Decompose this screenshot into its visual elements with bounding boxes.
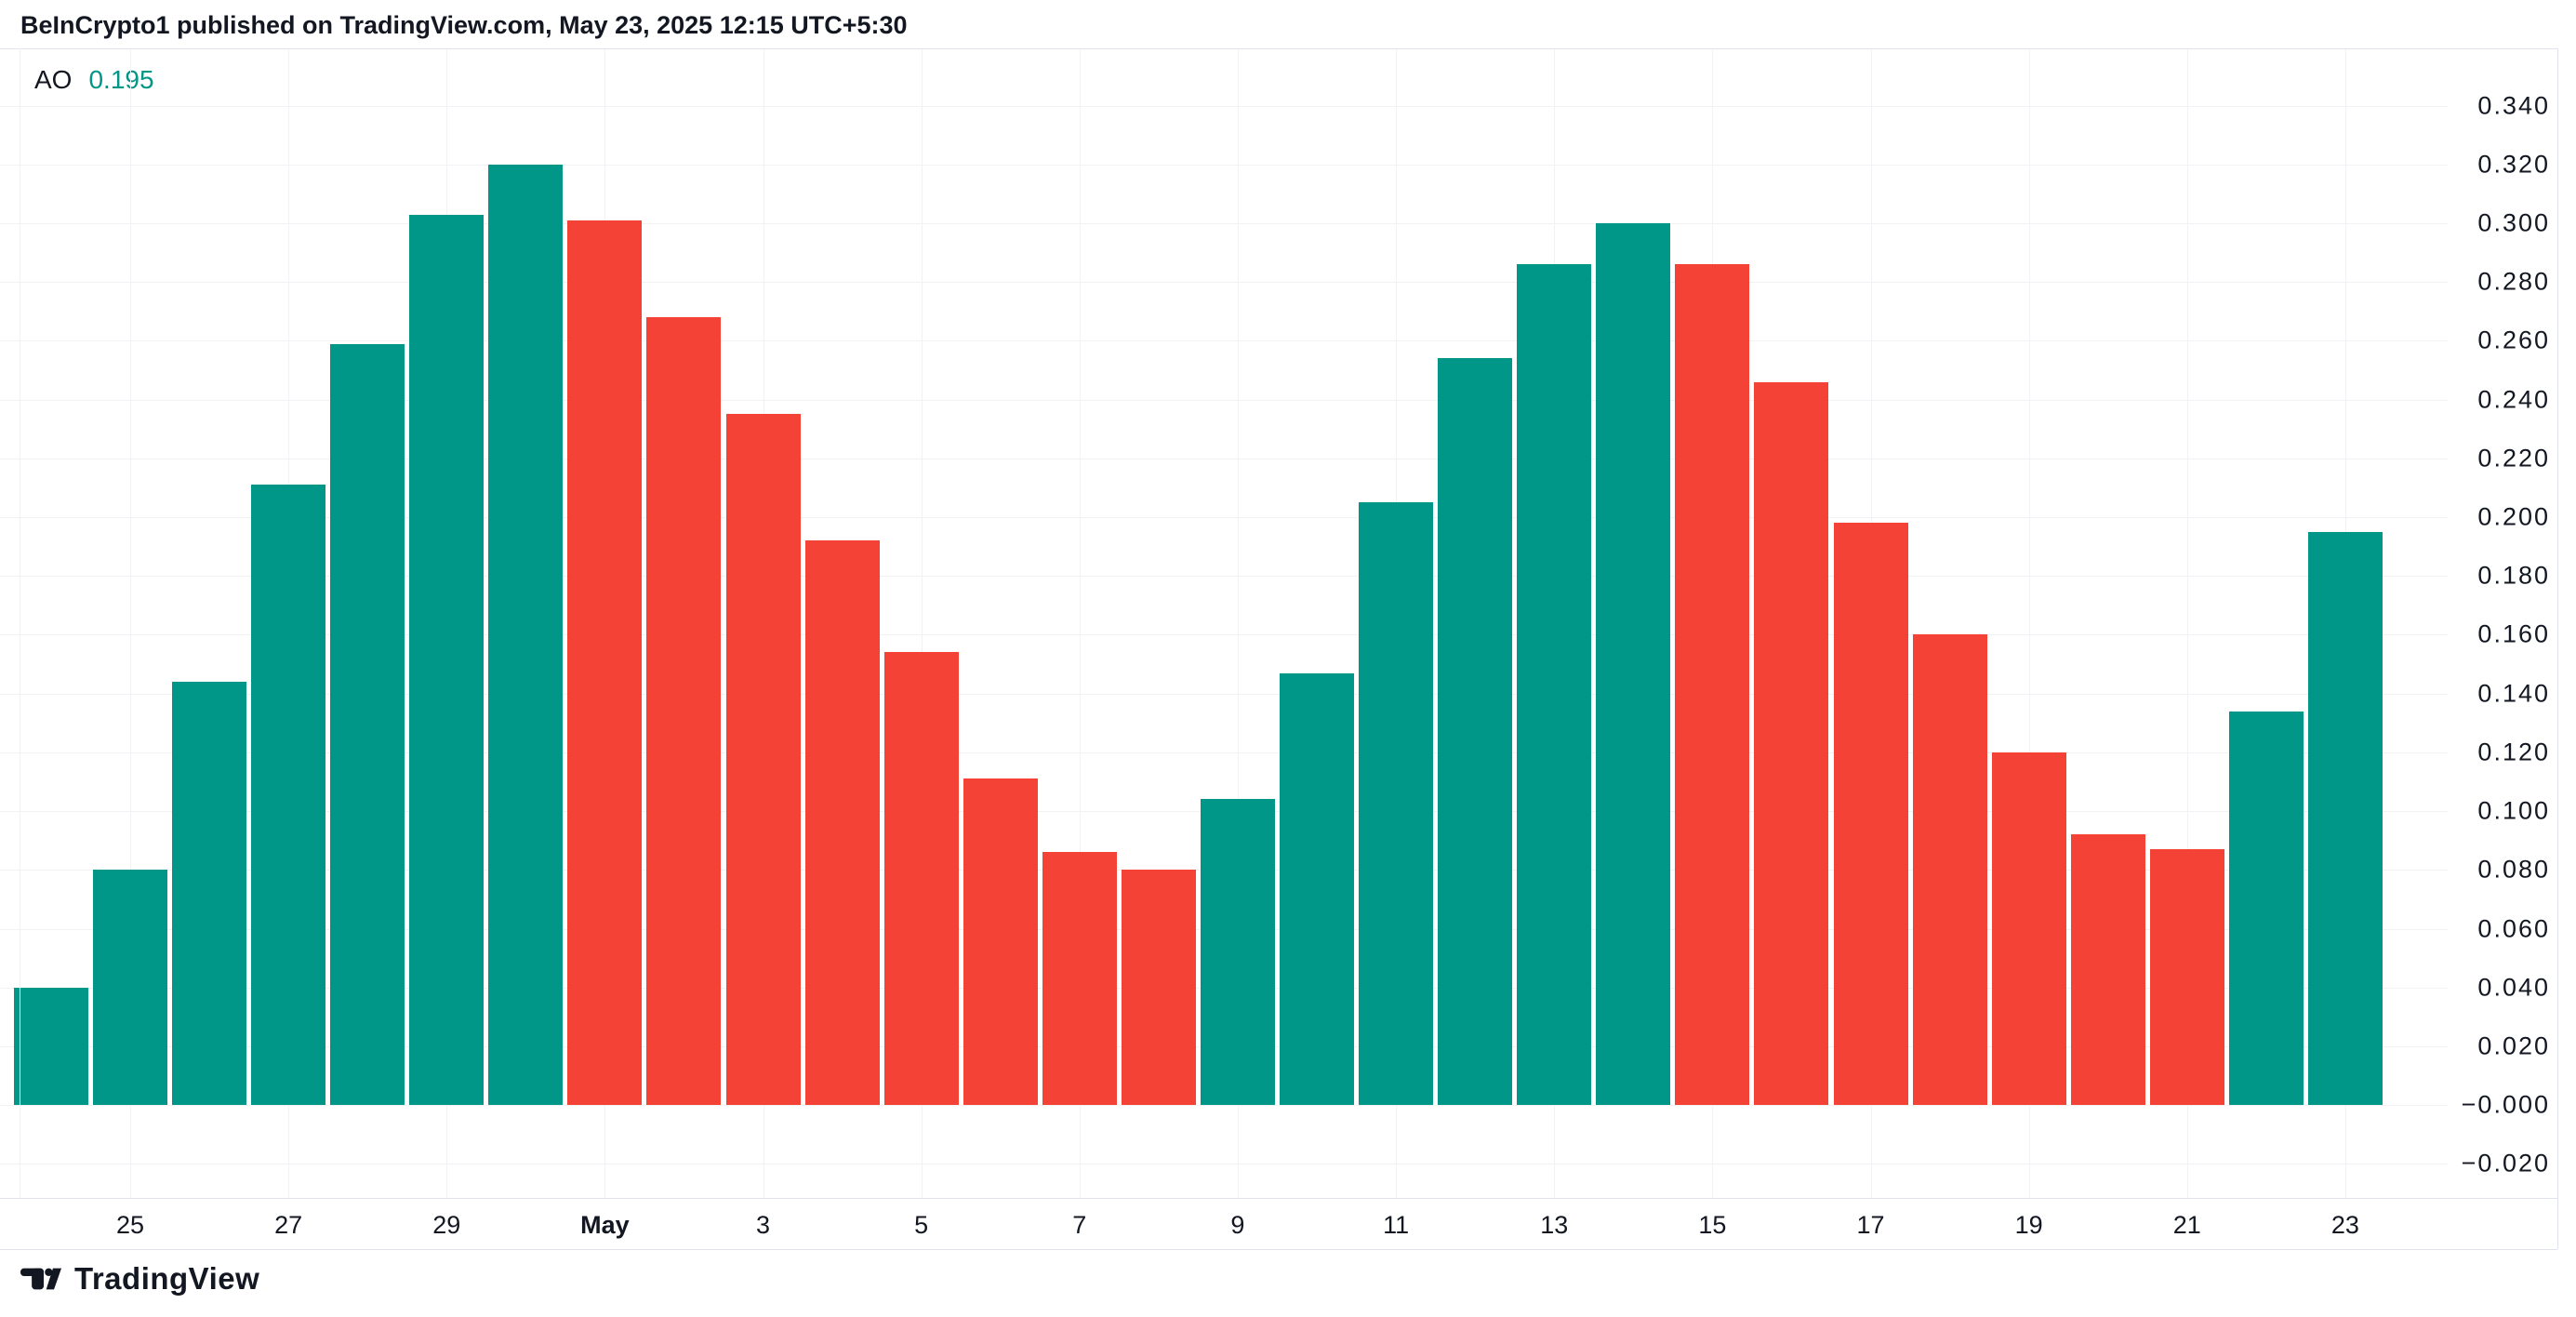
ao-histogram-bar <box>1438 358 1513 1106</box>
chart-bottom-border <box>0 1249 2557 1250</box>
ao-histogram-bar <box>1121 870 1196 1106</box>
time-axis-label: 13 <box>1540 1211 1569 1239</box>
ao-histogram-bar <box>13 987 88 1106</box>
price-axis-label: 0.160 <box>2477 619 2550 648</box>
ao-histogram-bar <box>725 414 801 1106</box>
time-axis-label: 9 <box>1230 1211 1245 1239</box>
time-axis-label: 29 <box>432 1211 461 1239</box>
time-axis-label: 7 <box>1072 1211 1087 1239</box>
indicator-legend: AO 0.195 <box>34 65 154 95</box>
indicator-value: 0.195 <box>88 65 154 94</box>
horizontal-gridline <box>0 752 2448 753</box>
price-axis-label: 0.340 <box>2477 91 2550 120</box>
price-axis-label: 0.100 <box>2477 796 2550 825</box>
vertical-gridline <box>2028 48 2030 1198</box>
horizontal-gridline <box>0 223 2448 225</box>
vertical-gridline <box>921 48 923 1198</box>
ao-histogram-bar <box>1200 799 1275 1106</box>
ao-histogram-bar <box>2070 834 2145 1106</box>
price-axis-label: 0.200 <box>2477 502 2550 531</box>
chart-top-border <box>0 48 2557 49</box>
ao-histogram-bar <box>409 214 485 1106</box>
horizontal-gridline <box>0 693 2448 695</box>
price-axis-label: 0.120 <box>2477 738 2550 766</box>
ao-histogram-bar <box>2307 531 2383 1106</box>
time-axis-label: 3 <box>756 1211 771 1239</box>
ao-histogram-bar <box>1991 752 2066 1106</box>
time-axis-label: 17 <box>1856 1211 1885 1239</box>
ao-histogram-bar <box>1833 523 1908 1106</box>
horizontal-gridline <box>0 340 2448 342</box>
price-axis-label: 0.020 <box>2477 1031 2550 1060</box>
ao-histogram-bar <box>1517 264 1592 1106</box>
price-axis-label: 0.220 <box>2477 444 2550 472</box>
indicator-name: AO <box>34 65 73 94</box>
ao-histogram-bar <box>963 778 1038 1106</box>
time-axis-label: 19 <box>2014 1211 2043 1239</box>
ao-histogram-bar <box>330 343 405 1106</box>
price-axis-label: 0.240 <box>2477 385 2550 414</box>
ao-histogram-bar <box>172 682 247 1106</box>
horizontal-gridline <box>0 576 2448 578</box>
price-axis-label: 0.320 <box>2477 150 2550 179</box>
time-axis-label: 25 <box>115 1211 144 1239</box>
price-axis-label: 0.040 <box>2477 973 2550 1002</box>
horizontal-gridline <box>0 517 2448 519</box>
time-axis-label: May <box>580 1211 630 1239</box>
horizontal-gridline <box>0 164 2448 166</box>
ao-histogram-bar <box>488 164 564 1106</box>
ao-histogram-bar <box>804 540 880 1106</box>
tradingview-logo[interactable]: TradingView <box>20 1261 259 1297</box>
horizontal-gridline <box>0 399 2448 401</box>
price-axis-label: 0.180 <box>2477 561 2550 590</box>
vertical-gridline <box>1237 48 1239 1198</box>
price-axis-label: 0.300 <box>2477 208 2550 237</box>
time-axis-label: 11 <box>1383 1211 1410 1239</box>
tradingview-logo-icon <box>20 1268 61 1290</box>
ao-histogram-bar <box>1675 264 1750 1106</box>
time-axis-label: 23 <box>2330 1211 2359 1239</box>
price-axis-label: 0.260 <box>2477 326 2550 354</box>
ao-histogram-bar <box>1754 381 1829 1106</box>
vertical-gridline <box>129 48 131 1198</box>
ao-histogram-bar <box>1042 852 1117 1106</box>
price-axis-label: −0.020 <box>2461 1149 2550 1177</box>
price-axis-label: 0.080 <box>2477 855 2550 884</box>
horizontal-gridline <box>0 282 2448 284</box>
price-axis-label: 0.280 <box>2477 267 2550 296</box>
price-axis-label: 0.140 <box>2477 679 2550 708</box>
price-axis-label: −0.000 <box>2461 1090 2550 1119</box>
price-axis-label: 0.060 <box>2477 914 2550 942</box>
ao-histogram-bar <box>1359 502 1434 1106</box>
ao-histogram-bar <box>2149 849 2224 1106</box>
vertical-gridline <box>2186 48 2188 1198</box>
ao-histogram-bar <box>251 485 326 1106</box>
pane-axis-separator <box>0 1198 2557 1199</box>
time-axis-label: 15 <box>1698 1211 1727 1239</box>
time-axis-label: 21 <box>2172 1211 2201 1239</box>
chart-right-border <box>2557 48 2558 1249</box>
ao-histogram-bar <box>1596 223 1671 1106</box>
ao-histogram-bar <box>1912 634 1987 1106</box>
ao-histogram-bar <box>883 652 959 1106</box>
ao-histogram-bar <box>646 317 722 1106</box>
ao-histogram-bar <box>1280 672 1355 1106</box>
tradingview-logo-text: TradingView <box>74 1261 260 1296</box>
time-axis-label: 27 <box>274 1211 303 1239</box>
page-title: BeInCrypto1 published on TradingView.com… <box>20 11 908 39</box>
ao-histogram-bar <box>2228 711 2304 1106</box>
ao-histogram-bar <box>92 870 167 1106</box>
vertical-gridline <box>1079 48 1081 1198</box>
ao-histogram-bar <box>567 220 643 1106</box>
horizontal-gridline <box>0 1105 2448 1107</box>
time-axis-label: 5 <box>914 1211 929 1239</box>
horizontal-gridline <box>0 105 2448 107</box>
horizontal-gridline <box>0 634 2448 636</box>
